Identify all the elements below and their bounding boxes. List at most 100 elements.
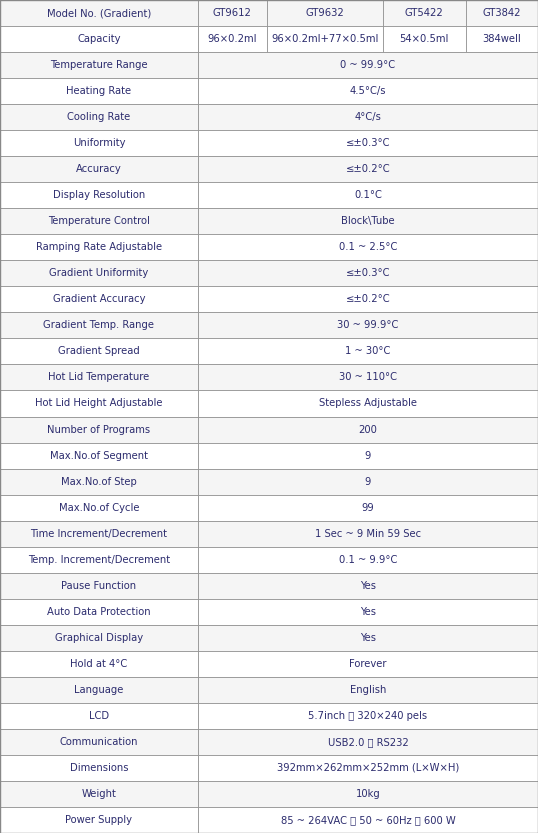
Bar bbox=[198, 781, 538, 807]
Bar bbox=[0, 26, 198, 52]
Text: 0 ~ 99.9°C: 0 ~ 99.9°C bbox=[341, 60, 395, 70]
Bar bbox=[198, 260, 538, 287]
Bar bbox=[0, 755, 198, 781]
Bar bbox=[198, 391, 538, 416]
Bar bbox=[0, 625, 198, 651]
Bar bbox=[198, 0, 267, 26]
Bar bbox=[0, 104, 198, 130]
Bar bbox=[0, 234, 198, 260]
Text: 10kg: 10kg bbox=[356, 789, 380, 799]
Text: Max.No.of Segment: Max.No.of Segment bbox=[50, 451, 148, 461]
Bar bbox=[0, 599, 198, 625]
Bar bbox=[267, 0, 383, 26]
Text: 392mm×262mm×252mm (L×W×H): 392mm×262mm×252mm (L×W×H) bbox=[277, 763, 459, 773]
Text: 99: 99 bbox=[362, 502, 374, 512]
Bar bbox=[198, 234, 538, 260]
Bar bbox=[198, 651, 538, 676]
Text: 30 ~ 99.9°C: 30 ~ 99.9°C bbox=[337, 321, 399, 331]
Text: Hot Lid Temperature: Hot Lid Temperature bbox=[48, 372, 150, 382]
Bar bbox=[0, 416, 198, 442]
Text: Power Supply: Power Supply bbox=[66, 815, 132, 825]
Bar bbox=[198, 599, 538, 625]
Text: Cooling Rate: Cooling Rate bbox=[67, 112, 131, 122]
Text: Yes: Yes bbox=[360, 581, 376, 591]
Bar bbox=[0, 781, 198, 807]
Text: Hold at 4°C: Hold at 4°C bbox=[70, 659, 128, 669]
Text: Dimensions: Dimensions bbox=[70, 763, 128, 773]
Text: Language: Language bbox=[74, 685, 124, 695]
Text: 9: 9 bbox=[365, 451, 371, 461]
Text: GT9632: GT9632 bbox=[305, 8, 344, 18]
Text: 0.1°C: 0.1°C bbox=[354, 190, 382, 200]
Bar bbox=[198, 78, 538, 104]
Bar bbox=[198, 573, 538, 599]
Bar bbox=[198, 755, 538, 781]
Bar bbox=[0, 651, 198, 676]
Bar bbox=[0, 182, 198, 208]
Text: Max.No.of Step: Max.No.of Step bbox=[61, 476, 137, 486]
Text: English: English bbox=[350, 685, 386, 695]
Bar bbox=[198, 495, 538, 521]
Bar bbox=[0, 338, 198, 365]
Bar bbox=[0, 807, 198, 833]
Bar bbox=[198, 312, 538, 338]
Text: GT9612: GT9612 bbox=[213, 8, 252, 18]
Text: ≤±0.2°C: ≤±0.2°C bbox=[346, 294, 390, 304]
Text: 30 ~ 110°C: 30 ~ 110°C bbox=[339, 372, 397, 382]
Text: 5.7inch ， 320×240 pels: 5.7inch ， 320×240 pels bbox=[308, 711, 428, 721]
Bar bbox=[198, 546, 538, 573]
Bar bbox=[0, 52, 198, 78]
Text: Time Increment/Decrement: Time Increment/Decrement bbox=[31, 529, 167, 539]
Bar bbox=[198, 104, 538, 130]
Text: Number of Programs: Number of Programs bbox=[47, 425, 151, 435]
Bar bbox=[198, 468, 538, 495]
Text: GT3842: GT3842 bbox=[483, 8, 521, 18]
Text: Temperature Control: Temperature Control bbox=[48, 217, 150, 227]
Bar bbox=[198, 442, 538, 468]
Text: Auto Data Protection: Auto Data Protection bbox=[47, 606, 151, 616]
Bar bbox=[198, 157, 538, 182]
Bar bbox=[0, 729, 198, 755]
Bar bbox=[198, 287, 538, 312]
Bar bbox=[466, 26, 538, 52]
Text: 200: 200 bbox=[358, 425, 378, 435]
Text: GT5422: GT5422 bbox=[405, 8, 444, 18]
Bar bbox=[0, 573, 198, 599]
Text: Gradient Spread: Gradient Spread bbox=[58, 347, 140, 357]
Text: 4.5°C/s: 4.5°C/s bbox=[350, 86, 386, 96]
Text: Max.No.of Cycle: Max.No.of Cycle bbox=[59, 502, 139, 512]
Text: Gradient Accuracy: Gradient Accuracy bbox=[53, 294, 145, 304]
Text: ≤±0.2°C: ≤±0.2°C bbox=[346, 164, 390, 174]
Text: Accuracy: Accuracy bbox=[76, 164, 122, 174]
Bar bbox=[198, 208, 538, 234]
Bar bbox=[198, 52, 538, 78]
Text: Gradient Uniformity: Gradient Uniformity bbox=[49, 268, 148, 278]
Text: 54×0.5ml: 54×0.5ml bbox=[400, 34, 449, 44]
Text: Temperature Range: Temperature Range bbox=[50, 60, 148, 70]
Bar bbox=[198, 625, 538, 651]
Bar bbox=[0, 703, 198, 729]
Text: Capacity: Capacity bbox=[77, 34, 121, 44]
Text: LCD: LCD bbox=[89, 711, 109, 721]
Text: Stepless Adjustable: Stepless Adjustable bbox=[319, 398, 417, 408]
Text: Graphical Display: Graphical Display bbox=[55, 633, 143, 643]
Bar bbox=[0, 208, 198, 234]
Bar bbox=[198, 807, 538, 833]
Bar bbox=[267, 26, 383, 52]
Bar bbox=[198, 130, 538, 157]
Text: Ramping Rate Adjustable: Ramping Rate Adjustable bbox=[36, 242, 162, 252]
Bar bbox=[0, 391, 198, 416]
Bar bbox=[198, 26, 267, 52]
Text: 1 ~ 30°C: 1 ~ 30°C bbox=[345, 347, 391, 357]
Text: Pause Function: Pause Function bbox=[61, 581, 137, 591]
Bar bbox=[466, 0, 538, 26]
Bar bbox=[198, 521, 538, 546]
Text: Forever: Forever bbox=[349, 659, 387, 669]
Bar bbox=[0, 365, 198, 391]
Bar bbox=[198, 729, 538, 755]
Bar bbox=[0, 442, 198, 468]
Text: Yes: Yes bbox=[360, 633, 376, 643]
Bar bbox=[383, 0, 466, 26]
Bar bbox=[0, 312, 198, 338]
Bar bbox=[0, 0, 198, 26]
